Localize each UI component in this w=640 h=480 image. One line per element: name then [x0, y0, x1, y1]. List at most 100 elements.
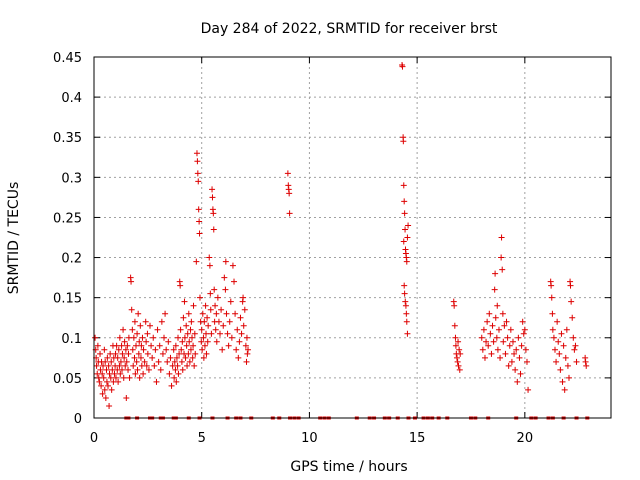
data-point — [204, 314, 211, 321]
data-point — [399, 63, 406, 70]
data-point — [218, 306, 225, 313]
data-point — [211, 286, 218, 293]
data-point — [149, 354, 156, 361]
data-point — [140, 370, 147, 377]
data-point — [196, 218, 203, 225]
data-point — [489, 322, 496, 329]
data-point — [481, 354, 488, 361]
data-point — [515, 334, 522, 341]
data-point — [486, 310, 493, 317]
data-point — [231, 278, 238, 285]
data-point — [124, 342, 131, 349]
data-point — [172, 342, 179, 349]
data-point — [189, 354, 196, 361]
data-point — [548, 282, 555, 289]
data-point — [484, 318, 491, 325]
data-point — [456, 346, 463, 353]
data-point — [128, 278, 135, 285]
data-point — [511, 350, 518, 357]
data-point — [518, 342, 525, 349]
data-point — [196, 294, 203, 301]
data-point — [214, 294, 221, 301]
data-point — [565, 374, 572, 381]
data-point — [120, 374, 127, 381]
data-point — [401, 198, 408, 205]
data-point — [133, 358, 140, 365]
data-point — [227, 298, 234, 305]
data-point — [491, 286, 498, 293]
data-point — [209, 194, 216, 201]
data-point — [121, 354, 128, 361]
data-point — [553, 358, 560, 365]
data-point — [494, 346, 501, 353]
data-point — [525, 386, 532, 393]
data-point — [195, 178, 202, 185]
data-point — [549, 326, 556, 333]
data-point — [238, 330, 245, 337]
data-point — [132, 370, 139, 377]
data-point — [106, 402, 113, 409]
data-point — [186, 358, 193, 365]
data-point — [198, 326, 205, 333]
data-point — [155, 358, 162, 365]
data-point — [137, 354, 144, 361]
data-point — [115, 346, 122, 353]
data-point — [173, 378, 180, 385]
data-point — [131, 318, 138, 325]
x-axis-label: GPS time / hours — [290, 459, 407, 475]
x-tick-label: 20 — [517, 431, 534, 446]
data-point — [144, 350, 151, 357]
data-point — [402, 298, 409, 305]
data-point — [181, 298, 188, 305]
grid-lines — [94, 57, 611, 418]
data-point — [100, 362, 107, 369]
data-point — [560, 342, 567, 349]
data-point — [494, 302, 501, 309]
data-point — [115, 378, 122, 385]
data-point — [188, 318, 195, 325]
data-point — [99, 390, 106, 397]
data-point — [168, 382, 175, 389]
data-point — [157, 366, 164, 373]
data-point — [129, 346, 136, 353]
data-point — [137, 322, 144, 329]
data-point — [506, 342, 513, 349]
data-point — [513, 346, 520, 353]
data-point — [147, 322, 154, 329]
data-point — [101, 386, 108, 393]
data-point — [208, 330, 215, 337]
data-point — [243, 334, 250, 341]
data-point — [563, 326, 570, 333]
data-point — [112, 374, 119, 381]
data-point — [199, 310, 206, 317]
data-point — [193, 258, 200, 265]
data-point — [181, 334, 188, 341]
data-point — [504, 334, 511, 341]
data-point — [487, 330, 494, 337]
data-point — [499, 310, 506, 317]
data-point — [400, 182, 407, 189]
data-point — [495, 326, 502, 333]
data-point — [401, 290, 408, 297]
data-point — [170, 346, 177, 353]
data-point — [455, 362, 462, 369]
data-point — [201, 342, 208, 349]
data-point — [454, 358, 461, 365]
data-point — [492, 314, 499, 321]
data-point — [402, 302, 409, 309]
data-point — [205, 322, 212, 329]
data-point — [556, 350, 563, 357]
data-point — [99, 370, 106, 377]
data-point — [177, 282, 184, 289]
data-point — [400, 138, 407, 145]
data-point — [207, 306, 214, 313]
data-point — [117, 370, 124, 377]
data-point — [143, 362, 150, 369]
x-tick-label: 15 — [409, 431, 426, 446]
data-point — [200, 354, 207, 361]
y-tick-label: 0.1 — [61, 332, 82, 347]
data-point — [120, 326, 127, 333]
data-point — [568, 298, 575, 305]
data-point — [499, 266, 506, 273]
data-point — [286, 190, 293, 197]
